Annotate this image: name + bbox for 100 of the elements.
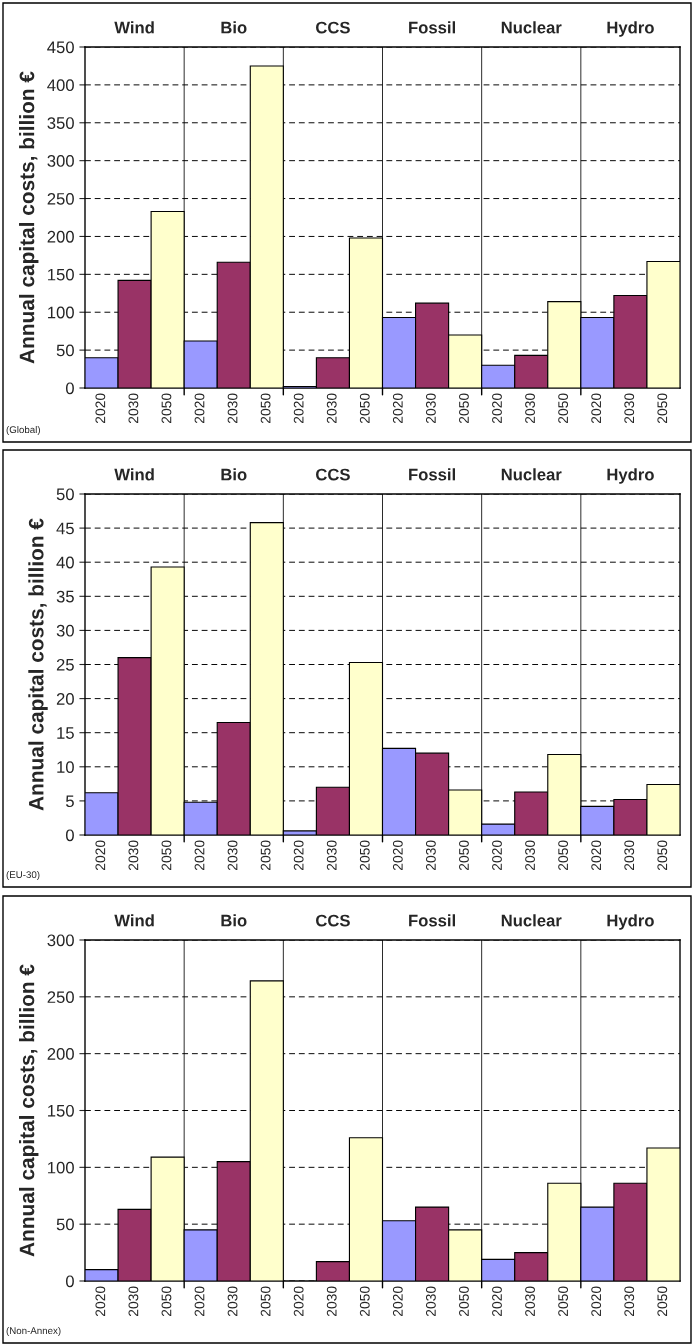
x-tick-label: 2020	[293, 1286, 304, 1317]
y-tick-label: 300	[47, 934, 74, 947]
text: Wind	[114, 468, 154, 481]
x-tick-label: 2030	[425, 840, 436, 871]
y-tick-label: 45	[56, 522, 74, 535]
x-tick-label: 2050	[161, 840, 172, 871]
x-tick-label: 2020	[591, 393, 602, 424]
x-tick-label: 2050	[359, 1286, 370, 1317]
x-tick-label: 2050	[657, 840, 668, 871]
x-tick-label: 2020	[194, 840, 205, 871]
x-tick-label: 2020	[492, 840, 502, 871]
x-tick-label: 2030	[624, 840, 635, 871]
x-tick-label: 2030	[624, 393, 635, 424]
y-tick-label: 400	[47, 79, 74, 92]
text: CCS	[316, 914, 350, 927]
text: Bio	[221, 21, 247, 34]
text: Nuclear	[501, 914, 562, 927]
x-tick-label: 2020	[492, 1286, 502, 1317]
x-tick-label: 2020	[392, 1286, 403, 1317]
text: Wind	[114, 21, 154, 34]
x-tick-label: 2020	[95, 840, 106, 871]
text: Fossil	[409, 914, 455, 927]
x-tick-label: 2050	[359, 840, 370, 871]
y-tick-label: 0	[65, 1275, 74, 1288]
x-tick-label: 2030	[525, 840, 535, 871]
y-axis-title: Annual capital costs, billion €	[19, 964, 39, 1257]
text: Bio	[221, 914, 247, 927]
x-tick-label: 2030	[525, 393, 535, 424]
y-tick-label: 200	[47, 230, 74, 243]
y-tick-label: 300	[47, 155, 74, 167]
y-tick-label: 0	[65, 382, 74, 395]
y-tick-label: 30	[56, 624, 74, 637]
text: Wind	[114, 914, 154, 927]
text: Fossil	[409, 468, 455, 481]
y-tick-label: 15	[57, 727, 74, 739]
text: Fossil	[409, 21, 455, 34]
x-tick-label: 2030	[624, 1286, 635, 1317]
text: Nuclear	[501, 21, 562, 34]
text: Hydro	[607, 468, 654, 484]
x-tick-label: 2050	[558, 1286, 569, 1317]
x-tick-label: 2050	[161, 1286, 172, 1317]
x-tick-label: 2050	[459, 393, 469, 424]
y-tick-label: 200	[47, 1048, 74, 1060]
x-tick-label: 2020	[95, 393, 106, 424]
x-tick-label: 2020	[492, 393, 502, 424]
y-tick-label: 150	[48, 268, 74, 281]
text: (Global)	[6, 425, 40, 435]
text: CCS	[316, 468, 350, 481]
x-tick-label: 2050	[558, 393, 569, 424]
x-tick-label: 2020	[194, 393, 205, 424]
text: Hydro	[607, 21, 654, 37]
x-tick-label: 2050	[161, 393, 172, 424]
y-tick-label: 350	[47, 117, 74, 129]
x-tick-label: 2030	[425, 393, 436, 424]
x-tick-label: 2020	[95, 1286, 106, 1317]
x-tick-label: 2050	[657, 393, 668, 424]
x-tick-label: 2020	[293, 840, 304, 871]
y-tick-label: 250	[47, 192, 74, 205]
x-tick-label: 2020	[392, 393, 403, 424]
text: Nuclear	[501, 468, 562, 481]
y-tick-label: 5	[65, 795, 74, 808]
y-tick-label: 50	[56, 488, 74, 501]
x-tick-label: 2020	[194, 1286, 205, 1317]
x-tick-label: 2020	[392, 840, 403, 871]
x-tick-label: 2050	[359, 393, 370, 424]
x-tick-label: 2030	[425, 1286, 436, 1317]
y-tick-label: 40	[56, 556, 74, 569]
x-tick-label: 2050	[260, 840, 271, 871]
x-tick-label: 2050	[558, 840, 569, 871]
y-tick-label: 150	[48, 1104, 74, 1117]
x-tick-label: 2030	[525, 1286, 535, 1317]
x-tick-label: 2020	[591, 1286, 602, 1317]
x-tick-label: 2050	[657, 1286, 668, 1317]
x-tick-label: 2030	[128, 1286, 139, 1317]
y-tick-label: 10	[57, 761, 74, 773]
y-tick-label: 50	[56, 1218, 74, 1231]
text: CCS	[316, 21, 350, 34]
y-tick-label: 100	[48, 306, 74, 319]
text: Hydro	[607, 914, 654, 930]
text: (Non-Annex)	[6, 1326, 61, 1336]
y-axis-title: Annual capital costs, billion €	[28, 518, 48, 811]
y-tick-label: 450	[47, 41, 74, 54]
x-tick-label: 2030	[128, 840, 139, 871]
x-tick-label: 2030	[227, 840, 238, 871]
x-tick-label: 2050	[459, 1286, 469, 1317]
x-tick-label: 2030	[227, 393, 238, 424]
y-tick-label: 25	[56, 658, 74, 671]
y-tick-label: 250	[47, 991, 74, 1004]
x-tick-label: 2030	[128, 393, 139, 424]
x-tick-label: 2030	[326, 840, 337, 871]
y-tick-label: 100	[48, 1161, 74, 1174]
y-tick-label: 35	[56, 590, 74, 603]
x-tick-label: 2030	[326, 393, 337, 424]
x-tick-label: 2050	[459, 840, 469, 871]
x-tick-label: 2050	[260, 393, 271, 424]
y-tick-label: 0	[65, 829, 74, 842]
y-axis-title: Annual capital costs, billion €	[19, 71, 39, 364]
x-tick-label: 2020	[293, 393, 304, 424]
x-tick-label: 2030	[227, 1286, 238, 1317]
y-tick-label: 50	[56, 344, 74, 357]
